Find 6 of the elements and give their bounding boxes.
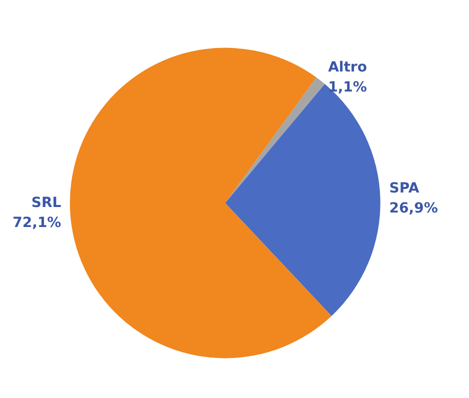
- slice-label: SRL: [31, 195, 62, 212]
- data-label: 72,1%: [12, 215, 62, 232]
- slice-label: SPA: [389, 180, 420, 196]
- slice-label: Altro: [328, 59, 368, 76]
- data-label: 1,1%: [328, 79, 367, 96]
- data-label: 26,9%: [389, 200, 438, 216]
